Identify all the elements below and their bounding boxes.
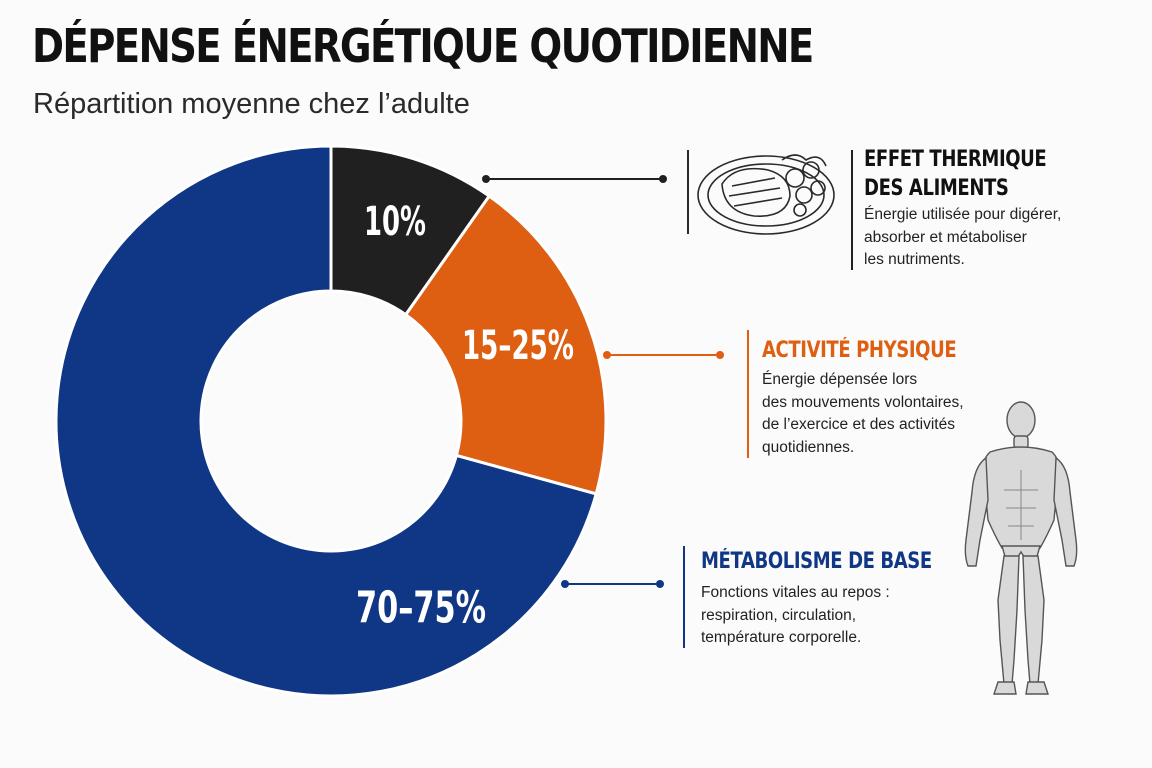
callout-bar-activite <box>747 330 749 458</box>
callout-desc-activite: Énergie dépensée lors des mouvements vol… <box>762 369 999 459</box>
chart-subtitle: Répartition moyenne chez l’adulte <box>33 88 470 120</box>
connector-dot <box>561 580 569 588</box>
connector-dot <box>716 351 724 359</box>
human-anatomy-icon <box>964 401 1078 695</box>
desc-line: respiration, circulation, <box>701 606 857 624</box>
connector-dot <box>482 175 490 183</box>
callout-heading-metabolisme: MÉTABOLISME DE BASE <box>701 547 932 576</box>
callout-desc-metabolisme: Fonctions vitales au repos : respiration… <box>701 582 982 650</box>
chart-title: DÉPENSE ÉNERGÉTIQUE QUOTIDIENNE <box>32 19 814 73</box>
slice-label-metabolisme: 70–75% <box>356 583 486 634</box>
desc-line: Fonctions vitales au repos : <box>701 584 890 601</box>
callout-metabolisme: MÉTABOLISME DE BASE Fonctions vitales au… <box>701 547 982 650</box>
callout-activite: ACTIVITÉ PHYSIQUE Énergie dépensée lors … <box>762 336 999 459</box>
desc-line: absorber et métaboliser <box>864 228 1027 246</box>
slice-label-thermique: 10% <box>364 199 426 245</box>
slice-label-activite: 15–25% <box>462 323 574 369</box>
connector-dot <box>659 175 667 183</box>
desc-line: les nutriments. <box>864 251 965 268</box>
plate-food-icon <box>687 150 835 235</box>
desc-line: température corporelle. <box>701 629 862 646</box>
heading-line: ACTIVITÉ PHYSIQUE <box>762 338 957 363</box>
heading-line: DES ALIMENTS <box>864 176 1009 201</box>
desc-line: quotidiennes. <box>762 438 855 456</box>
callout-heading-thermique: EFFET THERMIQUE DES ALIMENTS <box>864 145 1047 203</box>
desc-line: de l’exercice et des activités <box>762 416 955 433</box>
callout-bar-metabolisme <box>683 546 685 648</box>
callout-desc-thermique: Énergie utilisée pour digérer, absorber … <box>864 204 1086 272</box>
desc-line: Énergie dépensée lors <box>762 371 918 388</box>
connector-dot <box>603 351 611 359</box>
desc-line: Énergie utilisée pour digérer, <box>864 206 1062 223</box>
callout-thermique: EFFET THERMIQUE DES ALIMENTS Énergie uti… <box>864 145 1086 272</box>
donut-slice-metabolisme <box>54 144 599 698</box>
heading-line: MÉTABOLISME DE BASE <box>701 549 932 574</box>
connector-dot <box>656 580 664 588</box>
callout-heading-activite: ACTIVITÉ PHYSIQUE <box>762 336 957 365</box>
donut-slice-activite <box>403 193 608 496</box>
heading-line: EFFET THERMIQUE <box>864 147 1047 172</box>
desc-line: des mouvements volontaires, <box>762 393 964 411</box>
callout-bar-thermique <box>851 150 853 270</box>
